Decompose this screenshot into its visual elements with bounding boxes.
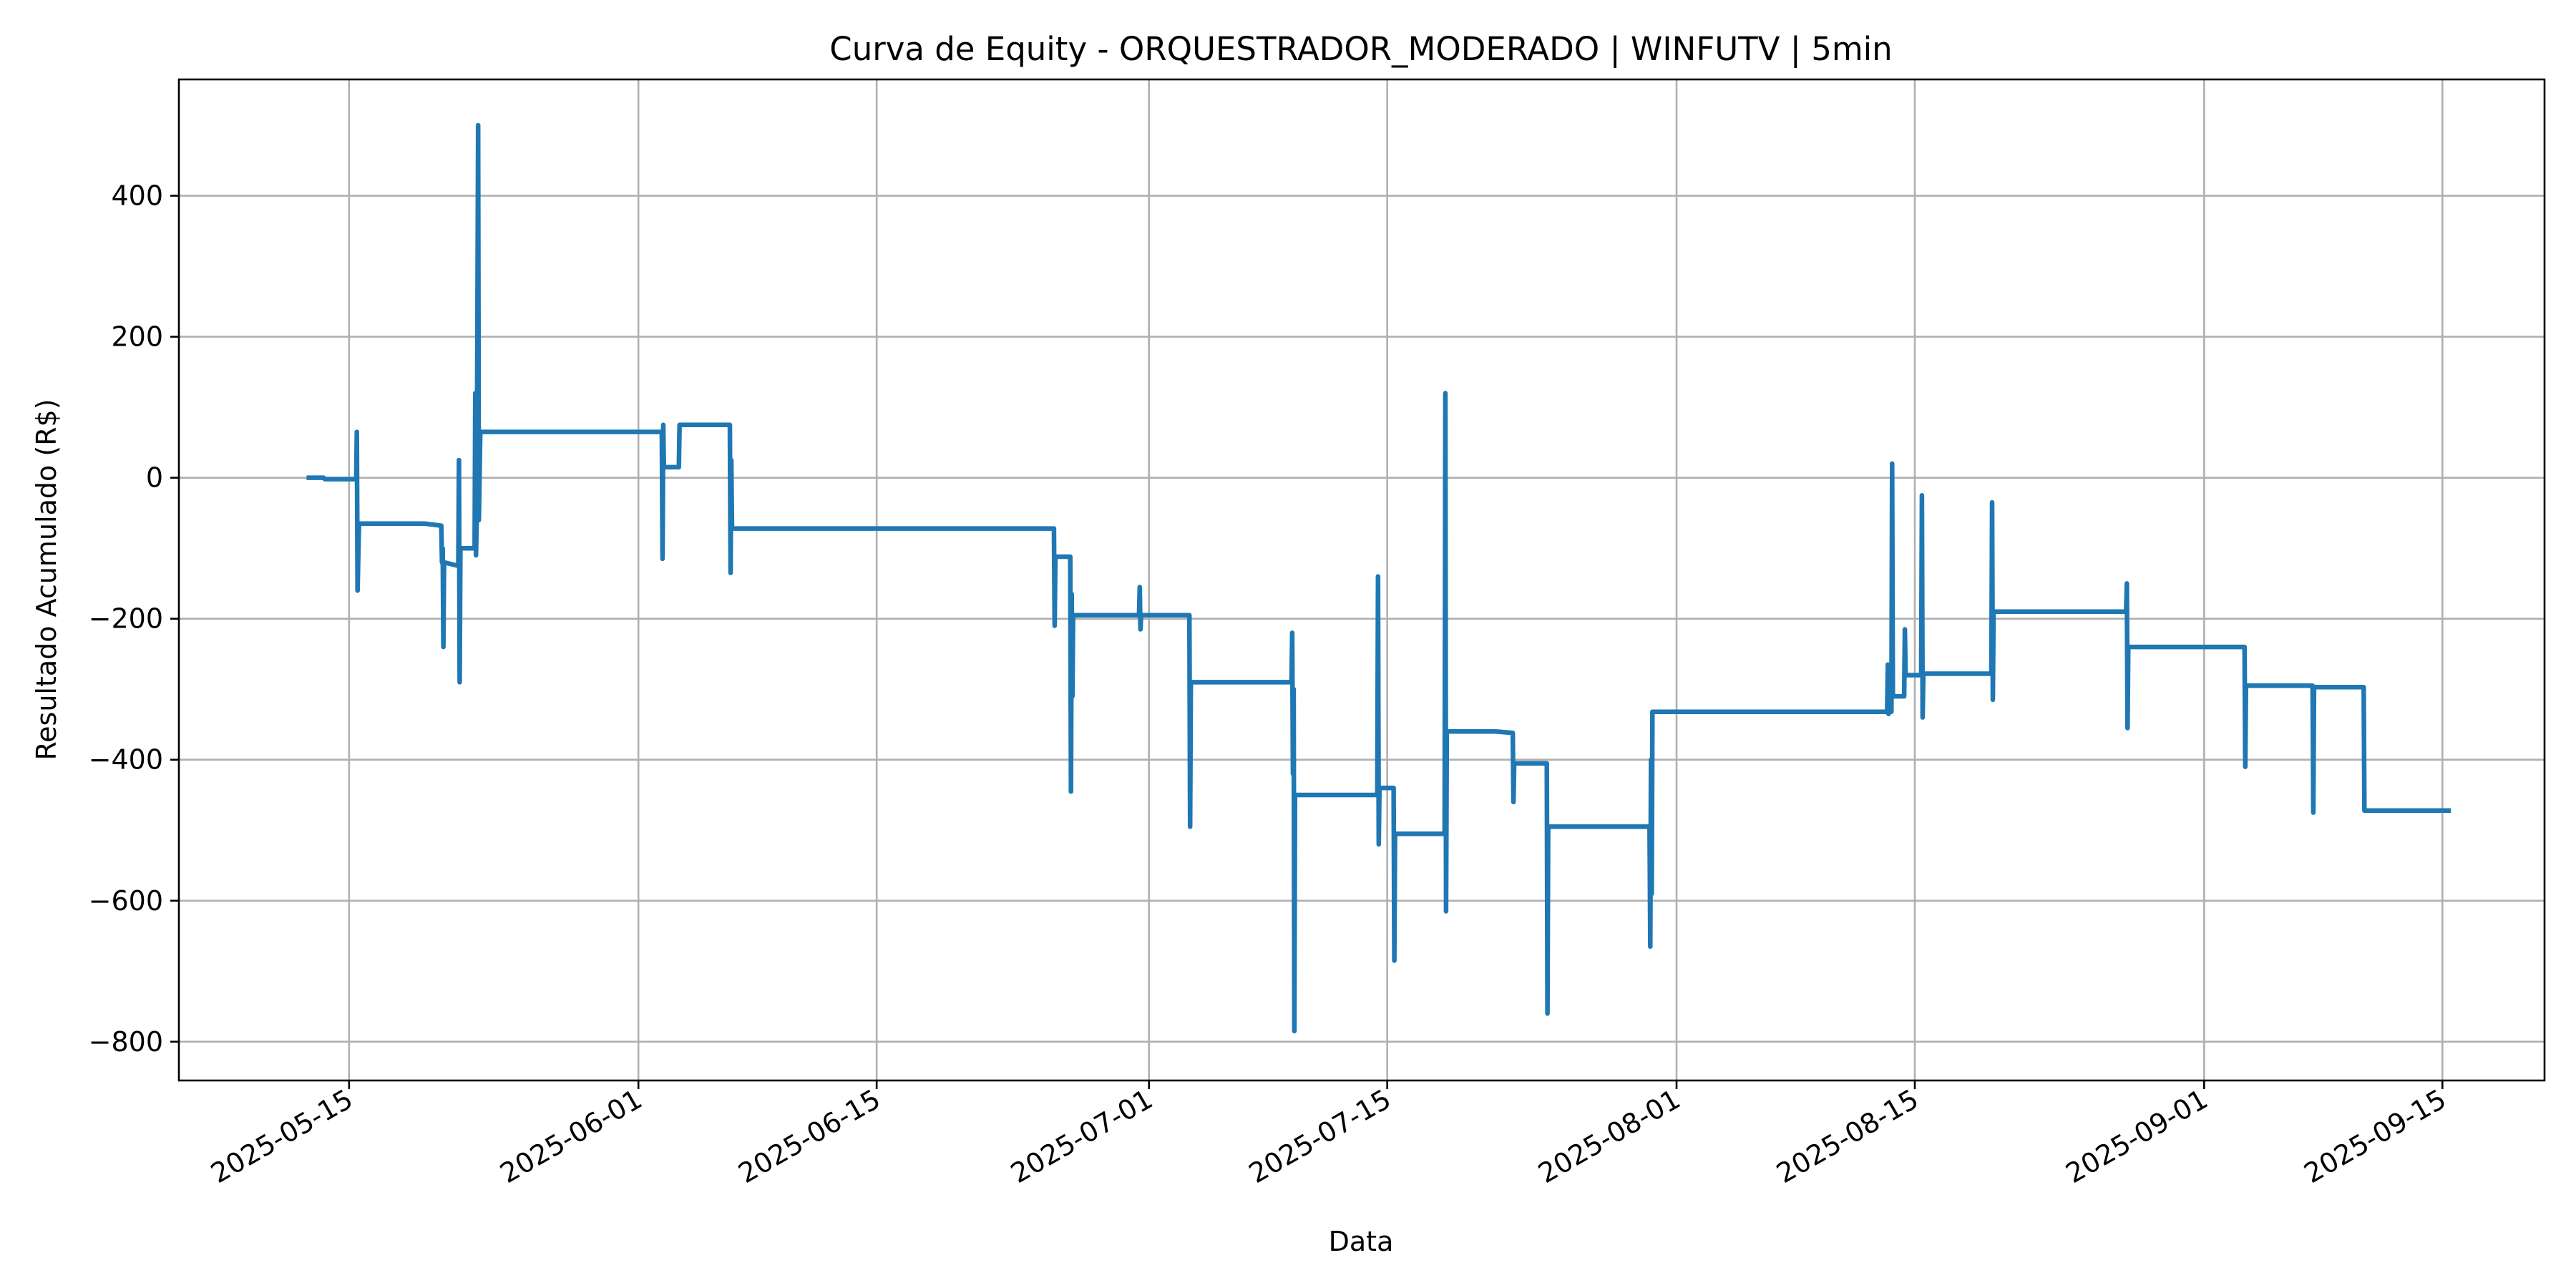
y-tick-label: 400 [111,180,163,212]
series-layer [306,122,2451,1034]
y-tick-label: −800 [89,1026,163,1058]
x-tick-label: 2025-09-01 [2061,1083,2213,1190]
x-tick-label: 2025-08-15 [1771,1083,1923,1190]
x-tick-label: 2025-07-01 [1005,1083,1158,1190]
x-tick-label: 2025-09-15 [2299,1083,2451,1190]
y-axis-label: Resultado Acumulado (R$) [31,399,62,760]
x-tick-label: 2025-05-15 [205,1083,358,1190]
chart-title: Curva de Equity - ORQUESTRADOR_MODERADO … [829,30,1892,68]
grid-lines [179,79,2545,1080]
x-tick-label: 2025-07-15 [1244,1083,1396,1190]
plot-frame [177,78,2546,1082]
x-tick-label: 2025-06-15 [733,1083,885,1190]
equity-series-line [306,122,2451,1034]
x-axis-label: Data [1329,1226,1394,1257]
y-axis-ticks: 400 200 0 −200 −400 −600 −800 [89,180,179,1058]
y-tick-label: −400 [89,744,163,776]
y-tick-label: −600 [89,885,163,917]
y-tick-label: −200 [89,603,163,635]
x-tick-label: 2025-08-01 [1533,1083,1685,1190]
x-axis-ticks: 2025-05-15 2025-06-01 2025-06-15 2025-07-01… [205,1080,2451,1189]
y-tick-label: 200 [111,321,163,353]
y-tick-label: 0 [146,462,163,494]
x-tick-label: 2025-06-01 [494,1083,647,1190]
